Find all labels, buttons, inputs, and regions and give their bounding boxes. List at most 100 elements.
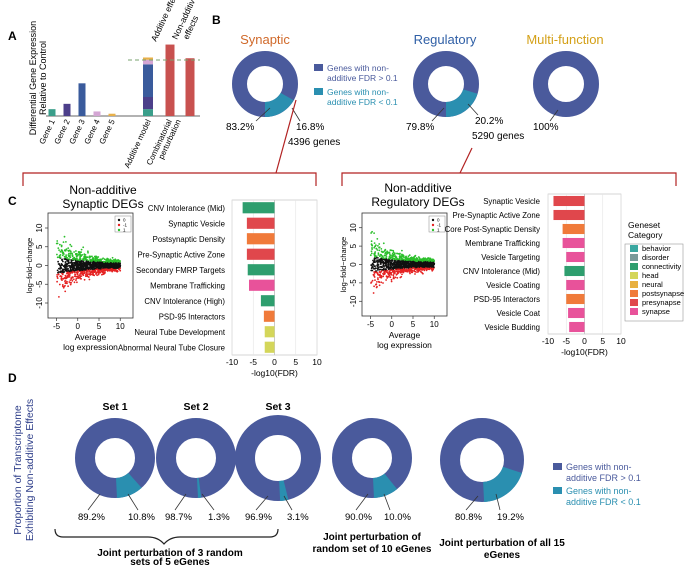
geneset-legend-box [624, 243, 684, 322]
d-caption-2a: Joint perturbation of [323, 532, 421, 543]
panel-d-letter: D [8, 371, 17, 385]
geneset-legend-title-2: Category [628, 230, 663, 240]
donut-d-0-minor [115, 472, 142, 498]
bracket-synaptic-pointer [275, 99, 297, 174]
bracket-regulatory-pointer [459, 147, 473, 174]
hbar-label-abnormal-neural-tube-closure: Abnormal Neural Tube Closure [118, 343, 225, 352]
ma-xtick-label: -5 [53, 322, 61, 331]
legend-b-text-2a: Genes with non- [327, 87, 389, 97]
hbar-bar-abnormal-neural-tube-closure [264, 341, 275, 353]
hbar-xtick-label: 5 [293, 357, 298, 367]
geneset-swatch-disorder [630, 254, 638, 261]
d-label-set3-minor: 3.1% [287, 512, 309, 523]
d-caption-2b: random set of 10 eGenes [313, 544, 432, 555]
geneset-swatch-connectivity [630, 263, 638, 270]
hbar-bar-cnv-intolerance-mid- [564, 265, 585, 277]
geneset-swatch-neural [630, 281, 638, 288]
donut-total-synaptic: 4396 genes [288, 137, 340, 148]
bar-additive-segment-5 [143, 57, 153, 60]
legend-d-text-2a: Genes with non- [566, 486, 632, 496]
regulatory-degs-title-1: Non-additive [384, 181, 452, 195]
set-1-label: Set 1 [102, 401, 127, 413]
ma-legend-dot [117, 228, 121, 232]
geneset-label-connectivity: connectivity [642, 262, 681, 271]
d-label-set3-major: 96.9% [245, 512, 272, 523]
ma-xtick-label: 0 [76, 322, 81, 331]
geneset-label-behavior: behavior [642, 244, 671, 253]
ma-xtick-label: 5 [97, 322, 102, 331]
legend-d-swatch-1 [553, 463, 562, 470]
geneset-label-neural: neural [642, 280, 663, 289]
ma-ytick-label: 10 [35, 223, 44, 232]
ma-xlabel-1: Average [75, 332, 107, 342]
hbar-bar-vesicle-targeting [566, 251, 585, 263]
donut-b-1-minor [445, 88, 478, 117]
d-leader-set3-minor [283, 495, 293, 511]
hbar-xtick-label: 10 [312, 357, 322, 367]
hbar-xtick-label: -10 [542, 336, 555, 346]
d-label-set1-minor: 10.8% [128, 512, 155, 523]
d-leader-10-minor [383, 493, 391, 511]
d-leader-set2-minor [201, 493, 215, 511]
donut-label-multifunction: 100% [533, 122, 559, 133]
hbar-bar-pre-synaptic-active-zone [246, 248, 275, 260]
ma-ytick-label: -5 [349, 279, 358, 287]
panel-a-ylabel-1: Differential Gene Expression [28, 21, 38, 135]
d-label-15-major: 80.8% [455, 512, 482, 523]
bracket-synaptic [22, 172, 317, 186]
hbar-xtick-label: 10 [616, 336, 626, 346]
donut-d-3-major [332, 418, 412, 498]
d-label-set1-major: 89.2% [78, 512, 105, 523]
bar-plot-regulatory: -10 -5 0 5 10 Synaptic Vesicle Pre-Synaptic Ac… [445, 193, 626, 357]
geneset-label-presynapse: presynapse [642, 298, 681, 307]
hbar-xtick-label: 5 [600, 336, 605, 346]
ma-ytick-label: 0 [35, 263, 44, 268]
leader-synaptic-major [255, 107, 271, 122]
donut-title-synaptic: Synaptic [240, 32, 290, 47]
hbar-bar-membrane-trafficking [249, 279, 275, 291]
d-leader-15-major [465, 495, 479, 511]
ma-xlabel-1: Average [389, 330, 421, 340]
hbar-xlabel: -log10(FDR) [251, 368, 298, 378]
hbar-label-cnv-intolerance-high-: CNV Intolerance (High) [144, 297, 225, 306]
hbar-bar-secondary-fmrp-targets [247, 264, 275, 276]
hbar-label-vesicle-targeting: Vesicle Targeting [481, 253, 540, 262]
panel-a-ylabel-2: Relative to Control [38, 41, 48, 115]
geneset-legend-title-1: Geneset [628, 220, 661, 230]
hbar-bar-neural-tube-development [264, 326, 275, 338]
geneset-label-head: head [642, 271, 659, 280]
hbar-label-pre-synaptic-active-zone: Pre-Synaptic Active Zone [137, 250, 225, 259]
hbar-bar-cnv-intolerance-mid- [242, 202, 275, 214]
ma-ytick-label: 10 [349, 223, 358, 232]
hbar-bar-synaptic-vesicle [246, 217, 275, 229]
hbar-label-membrane-trafficking: Membrane Trafficking [465, 239, 540, 248]
panel-a-bars [48, 44, 195, 117]
bar-additive-segment-3 [143, 64, 153, 97]
d-label-set2-major: 98.7% [165, 512, 192, 523]
ma-ytick-label: -10 [349, 295, 358, 307]
hbar-bar-synaptic-vesicle [553, 195, 585, 207]
hbar-label-synaptic-vesicle: Synaptic Vesicle [168, 219, 225, 228]
geneset-label-postsynapse: postsynapse [642, 289, 684, 298]
geneset-legend: behaviordisorderconnectivityheadneuralpo… [630, 244, 684, 316]
ma-ylabel: log−fold−change [25, 238, 34, 293]
panel-c-letter: C [8, 194, 17, 208]
d-caption-3b: eGenes [484, 550, 521, 561]
donut-label-synaptic-major: 83.2% [226, 122, 254, 133]
ma-xtick-label: -5 [367, 320, 375, 329]
hbar-bar-pre-synaptic-active-zone [553, 209, 585, 221]
hbar-label-secondary-fmrp-targets: Secondary FMRP Targets [136, 266, 225, 275]
ma-legend-text: 1 [123, 228, 126, 233]
ma-ytick-label: 5 [35, 244, 44, 249]
donut-d-1-major [156, 418, 236, 498]
leader-multifunction [549, 109, 559, 122]
geneset-swatch-head [630, 272, 638, 279]
hbar-bar-vesicle-budding [569, 321, 585, 333]
legend-d-text-1a: Genes with non- [566, 462, 632, 472]
ma-legend-dot [117, 223, 121, 227]
set-2-label: Set 2 [183, 401, 208, 413]
bar-gene-4 [93, 111, 101, 116]
ma-legend-dot [431, 223, 435, 227]
hbar-xtick-label: -10 [226, 357, 239, 367]
